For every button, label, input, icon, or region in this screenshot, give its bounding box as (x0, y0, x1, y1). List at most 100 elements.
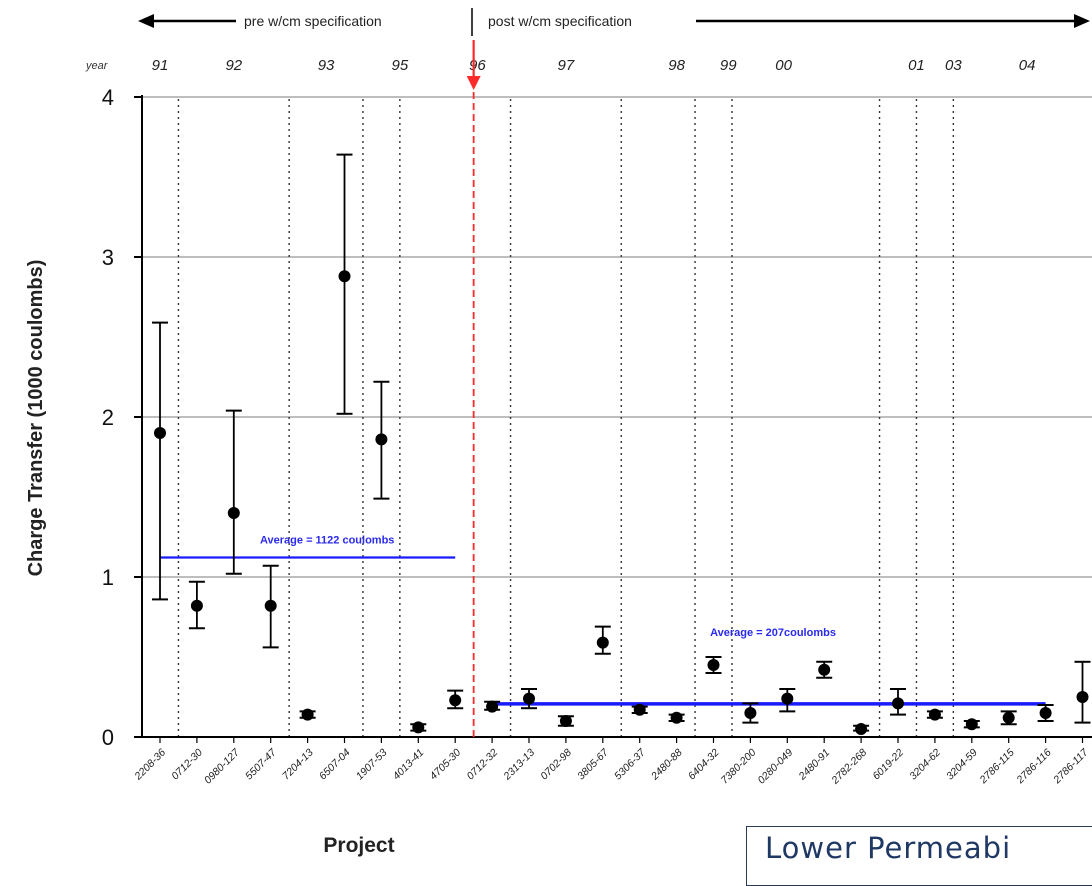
year-dividers (177, 99, 955, 737)
x-tick-label: 6019-22 (870, 747, 906, 783)
data-point (596, 636, 609, 649)
x-tick-label: 6507-04 (317, 747, 353, 783)
data-point (1039, 707, 1052, 719)
data-point (486, 700, 499, 713)
data-point (523, 692, 535, 705)
average-label: Average = 207coulombs (710, 627, 836, 639)
data-point (227, 507, 240, 519)
data-point (892, 697, 904, 710)
data-point-group (188, 580, 205, 630)
x-tick-label: 7380-200 (719, 747, 759, 787)
data-point-group (853, 723, 870, 735)
data-point-group (1000, 710, 1017, 726)
data-point-group (373, 380, 390, 500)
grid-lines (136, 96, 1092, 578)
data-point-group (742, 702, 759, 724)
year-label: 00 (775, 57, 792, 74)
y-tick-label: 3 (102, 245, 114, 270)
x-tick-label: 0712-30 (169, 747, 205, 783)
data-point-group (631, 703, 648, 716)
data-point (1076, 691, 1089, 703)
data-point (412, 721, 425, 734)
x-tick-label: 0980-127 (202, 746, 243, 787)
x-tick-label: 2782-268 (829, 747, 870, 788)
year-axis-label: year (85, 60, 109, 72)
x-tick-label: 3204-59 (944, 747, 980, 783)
y-tick-label: 0 (102, 725, 114, 750)
year-labels: 91 92 93 95 96 97 98 99 00 01 03 04 (152, 57, 1036, 74)
data-point (670, 711, 683, 724)
data-point-group (152, 321, 168, 601)
x-tick-label: 2208-36 (132, 747, 169, 784)
average-label: Average = 1122 coulombs (260, 534, 394, 546)
data-point-group (557, 715, 574, 727)
data-point-group (410, 721, 427, 734)
y-tick-label: 4 (102, 85, 114, 110)
year-label: 96 (469, 57, 486, 74)
y-tick-label: 1 (102, 565, 114, 590)
data-point-group (926, 708, 943, 721)
data-point-group (963, 718, 980, 731)
data-point (190, 599, 203, 612)
data-point-group (521, 688, 537, 710)
data-point (965, 718, 978, 731)
x-tick-label: 2786-117 (1051, 746, 1092, 787)
data-point (375, 433, 388, 446)
data-point (449, 694, 462, 707)
data-points (152, 153, 1091, 735)
data-point (338, 270, 351, 283)
data-point (707, 659, 720, 671)
data-point (744, 707, 757, 719)
y-axis-label: Charge Transfer (1000 coulombs) (25, 260, 47, 577)
x-tick-label: 3204-62 (907, 747, 943, 783)
pre-spec-arrowhead (138, 14, 154, 28)
x-tick-label: 0712-32 (464, 747, 500, 783)
data-point-group (1074, 660, 1091, 724)
data-point (154, 427, 166, 439)
x-tick-label: 3805-67 (575, 746, 612, 783)
data-point-group (299, 708, 316, 721)
data-point (818, 663, 831, 676)
data-point-group (484, 700, 501, 713)
axes (134, 95, 1092, 743)
x-tick-label: 0280-049 (756, 747, 796, 787)
y-tick-labels: 0 1 2 3 4 (102, 85, 114, 750)
data-point (559, 715, 572, 727)
footer-caption-box: Lower Permeabi (746, 826, 1092, 886)
year-label: 99 (720, 57, 737, 74)
year-label: 01 (908, 57, 925, 74)
spec-split-line (466, 40, 481, 737)
year-label: 91 (152, 57, 169, 74)
y-tick-label: 2 (102, 405, 114, 430)
data-point (301, 708, 314, 721)
x-tick-label: 2786-116 (1014, 747, 1054, 787)
data-point-group (225, 409, 242, 575)
data-point-group (816, 660, 833, 679)
x-tick-label: 2480-88 (648, 747, 685, 784)
x-tick-label: 7204-13 (280, 747, 316, 783)
data-point (855, 723, 868, 735)
x-tick-label: 5507-47 (243, 746, 280, 783)
data-point (264, 599, 277, 612)
data-point-group (779, 688, 796, 713)
data-point-group (890, 688, 906, 716)
data-point-group (668, 711, 685, 724)
x-tick-label: 2313-13 (501, 747, 538, 784)
x-tick-label: 5306-37 (612, 746, 649, 783)
year-label: 95 (392, 57, 409, 74)
x-tick-label: 0702-98 (538, 747, 574, 783)
data-point (781, 692, 794, 705)
spec-split-arrowhead (466, 76, 481, 90)
footer-caption: Lower Permeabi (765, 831, 1012, 865)
x-tick-label: 6404-32 (686, 747, 722, 783)
x-tick-label: 1907-53 (354, 747, 390, 783)
data-point-group (262, 564, 279, 649)
year-label: 92 (225, 57, 242, 74)
x-tick-label: 2480-91 (796, 747, 832, 783)
year-label: 93 (318, 57, 335, 74)
data-point-group (705, 656, 722, 674)
data-point-group (1037, 704, 1054, 722)
spec-header: pre w/cm specification post w/cm specifi… (138, 8, 1090, 36)
